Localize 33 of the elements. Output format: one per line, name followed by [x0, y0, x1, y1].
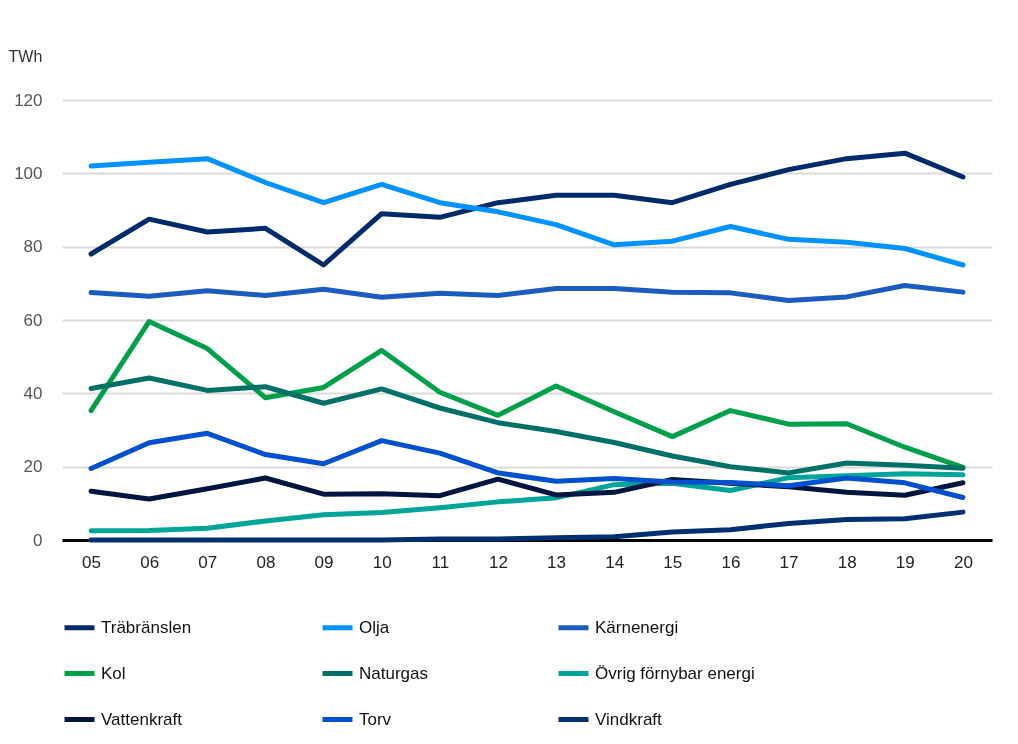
x-tick-label: 20 — [953, 552, 973, 572]
x-tick-label: 14 — [605, 552, 625, 572]
x-tick-label: 10 — [372, 552, 392, 572]
x-tick-label: 07 — [198, 552, 218, 572]
x-tick-label: 17 — [779, 552, 799, 572]
y-tick-label: 120 — [14, 90, 43, 110]
y-tick-label: 80 — [23, 237, 43, 257]
x-tick-label: 16 — [721, 552, 741, 572]
y-tick-label: 20 — [23, 457, 43, 477]
legend-label: Övrig förnybar energi — [595, 663, 755, 683]
y-tick-label: 0 — [33, 530, 43, 550]
x-tick-label: 12 — [488, 552, 508, 572]
x-tick-label: 05 — [82, 552, 102, 572]
legend-label: Vattenkraft — [101, 709, 183, 729]
legend-label: Kärnenergi — [595, 617, 679, 637]
y-tick-label: 40 — [23, 383, 43, 403]
y-tick-label: 100 — [14, 163, 43, 183]
x-tick-label: 13 — [547, 552, 567, 572]
x-tick-label: 08 — [256, 552, 276, 572]
x-tick-label: 15 — [663, 552, 683, 572]
legend-label: Kol — [101, 663, 126, 683]
legend-label: Torv — [359, 709, 392, 729]
legend-label: Vindkraft — [595, 709, 663, 729]
x-tick-label: 19 — [895, 552, 915, 572]
y-tick-label: 60 — [23, 310, 43, 330]
legend-label: Olja — [359, 617, 390, 637]
x-tick-label: 18 — [837, 552, 857, 572]
y-axis-title: TWh — [8, 47, 43, 65]
x-tick-label: 09 — [314, 552, 334, 572]
legend-label: Naturgas — [359, 663, 428, 683]
legend-label: Träbränslen — [101, 617, 192, 637]
x-tick-label: 06 — [140, 552, 160, 572]
x-tick-label: 11 — [431, 552, 450, 572]
